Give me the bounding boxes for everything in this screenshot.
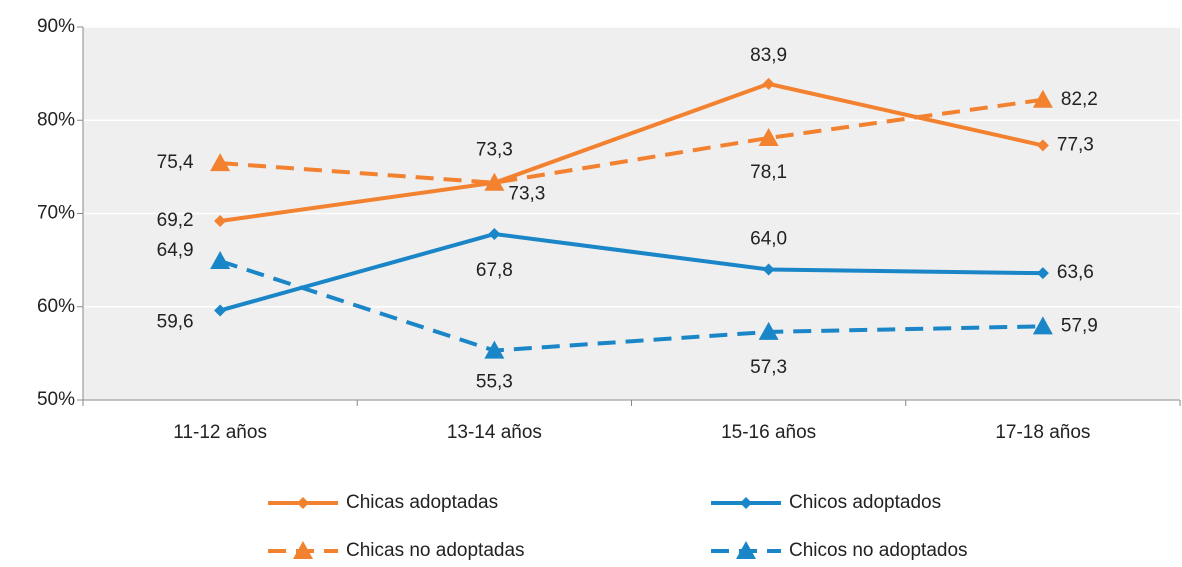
marker bbox=[758, 321, 779, 340]
x-tick-label: 15-16 años bbox=[721, 422, 816, 443]
data-label: 78,1 bbox=[750, 162, 787, 183]
data-label: 67,8 bbox=[476, 260, 513, 281]
marker bbox=[214, 304, 227, 317]
series-line bbox=[219, 81, 1044, 223]
marker bbox=[210, 153, 231, 172]
legend-label: Chicos no adoptados bbox=[789, 540, 968, 561]
marker bbox=[488, 228, 501, 241]
data-label: 75,4 bbox=[157, 152, 194, 173]
legend-label: Chicos adoptados bbox=[789, 492, 941, 513]
data-label: 64,0 bbox=[750, 228, 787, 249]
legend-marker bbox=[740, 497, 752, 509]
legend-marker bbox=[736, 541, 756, 559]
marker bbox=[1032, 89, 1053, 108]
marker bbox=[1032, 316, 1053, 335]
data-label: 82,2 bbox=[1061, 89, 1098, 110]
legend-marker bbox=[297, 497, 309, 509]
data-label: 73,3 bbox=[508, 184, 545, 205]
marker bbox=[1036, 267, 1049, 280]
y-tick-label: 50% bbox=[37, 389, 75, 410]
marker bbox=[758, 127, 779, 146]
marker bbox=[210, 251, 231, 270]
legend-label: Chicas adoptadas bbox=[346, 492, 498, 513]
data-label: 69,2 bbox=[157, 210, 194, 231]
marker bbox=[1036, 139, 1049, 152]
series-line bbox=[219, 231, 1043, 313]
y-tick-label: 90% bbox=[37, 16, 75, 37]
marker bbox=[484, 172, 505, 191]
legend-label: Chicas no adoptadas bbox=[346, 540, 525, 561]
y-tick-label: 60% bbox=[37, 296, 75, 317]
x-tick-label: 13-14 años bbox=[447, 422, 542, 443]
marker bbox=[484, 340, 505, 359]
x-tick-label: 17-18 años bbox=[995, 422, 1090, 443]
x-tick-label: 11-12 años bbox=[173, 422, 267, 443]
y-tick-label: 70% bbox=[37, 203, 75, 224]
data-label: 57,3 bbox=[750, 357, 787, 378]
data-label: 55,3 bbox=[476, 372, 513, 393]
series-line bbox=[219, 259, 1043, 353]
data-label: 63,6 bbox=[1057, 262, 1094, 283]
marker bbox=[214, 214, 227, 227]
data-label: 77,3 bbox=[1057, 134, 1094, 155]
data-label: 59,6 bbox=[157, 311, 194, 332]
y-tick-label: 80% bbox=[37, 109, 75, 130]
marker bbox=[762, 263, 775, 276]
legend-marker bbox=[293, 541, 313, 559]
marker bbox=[762, 77, 775, 90]
data-label: 83,9 bbox=[750, 45, 787, 66]
data-label: 64,9 bbox=[157, 240, 194, 261]
data-label: 73,3 bbox=[476, 140, 513, 161]
data-label: 57,9 bbox=[1061, 315, 1098, 336]
